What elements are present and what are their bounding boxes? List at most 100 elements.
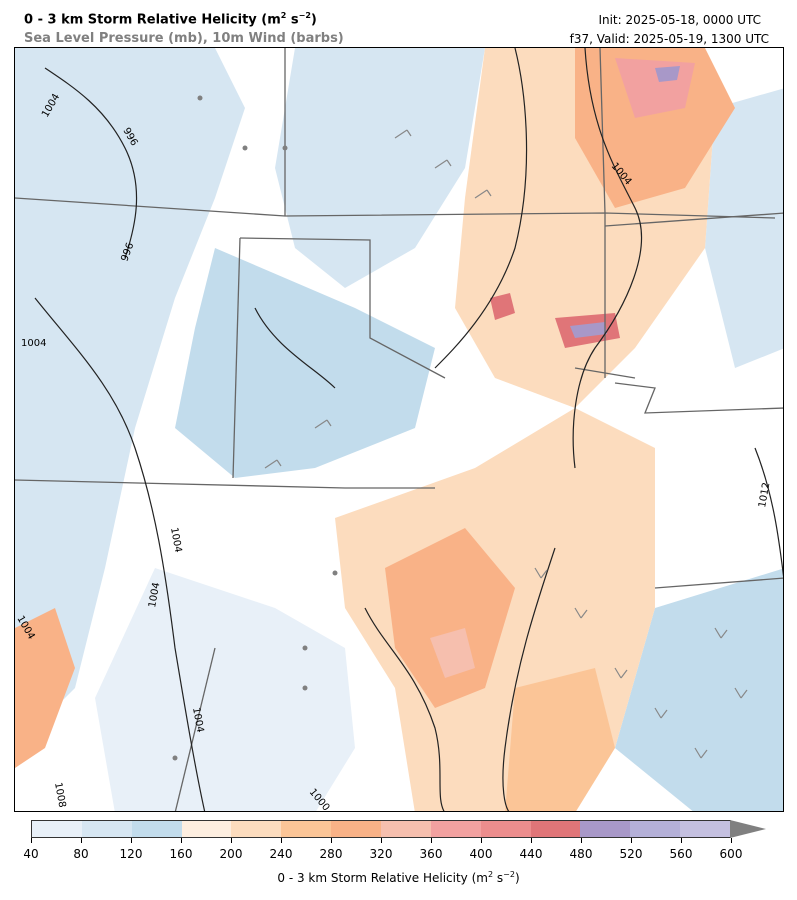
colorbar-tick-label: 480: [569, 847, 593, 861]
barb: [394, 129, 412, 139]
calm-dot: [197, 95, 203, 101]
shade-purple-ne: [655, 66, 680, 82]
shade-orange-gulf: [505, 668, 615, 811]
colorbar-segment: [81, 821, 132, 837]
shade-blue-south: [95, 568, 355, 811]
colorbar-tick-label: 360: [419, 847, 443, 861]
isobar-line: [364, 607, 445, 811]
border-segment: [599, 48, 606, 378]
isobar-label: 1004: [147, 582, 162, 609]
map-panel: 1004 996 1004 996 1004 1004 1004 1004 10…: [14, 47, 784, 812]
colorbar-tick-label: 320: [369, 847, 393, 861]
shade-purple-cell: [570, 322, 607, 338]
helicity-shading: [15, 48, 783, 811]
colorbar-tick: [81, 838, 82, 843]
isobar-line: [572, 48, 643, 469]
init-time: Init: 2025-05-18, 0000 UTC: [598, 13, 761, 27]
colorbar-tick-label: 600: [719, 847, 743, 861]
colorbar-tick: [581, 838, 582, 843]
border-segment: [654, 577, 783, 589]
colorbar-segment: [331, 821, 382, 837]
barb: [264, 459, 282, 469]
colorbar: [31, 820, 731, 838]
wind-barbs: [264, 129, 748, 759]
shade-orange-core: [385, 528, 515, 708]
calm-dot: [332, 570, 338, 576]
colorbar-tick: [681, 838, 682, 843]
calm-dot: [242, 145, 248, 151]
isobars: [34, 48, 783, 811]
colorbar-segment: [630, 821, 681, 837]
isobar-line: [434, 48, 528, 369]
border-segment: [574, 367, 636, 379]
colorbar-tick-label: 80: [73, 847, 89, 861]
colorbar-segment: [32, 821, 82, 837]
colorbar-tick-label: 120: [119, 847, 143, 861]
colorbar-tick: [431, 838, 432, 843]
colorbar-segment: [231, 821, 282, 837]
isobar-line: [44, 67, 138, 259]
colorbar-tick: [531, 838, 532, 843]
shade-red-cell-1: [490, 293, 515, 320]
isobar-label: 1012: [757, 482, 772, 509]
barb: [694, 747, 708, 759]
border-segment: [15, 197, 776, 219]
barb: [734, 687, 748, 699]
title-main: 0 - 3 km Storm Relative Helicity (m2 s−2…: [24, 11, 317, 28]
colorbar-tick: [731, 838, 732, 843]
barb: [714, 627, 728, 639]
colorbar-segment: [430, 821, 481, 837]
border-segment: [614, 382, 783, 414]
isobar-line: [754, 447, 783, 577]
colorbar-extend-arrow: [730, 820, 766, 838]
calm-markers: [172, 95, 338, 761]
barb: [654, 707, 668, 719]
isobar-labels: 1004 996 1004 996 1004 1004 1004 1004 10…: [15, 92, 772, 811]
colorbar-tick: [381, 838, 382, 843]
barb: [534, 567, 548, 579]
barb: [614, 667, 628, 679]
calm-dot: [172, 755, 178, 761]
colorbar-tick-label: 400: [469, 847, 493, 861]
colorbar-tick: [231, 838, 232, 843]
isobar-line: [502, 547, 556, 811]
colorbar-tick: [631, 838, 632, 843]
barb: [474, 189, 492, 199]
colorbar-tick-label: 240: [269, 847, 293, 861]
barb: [314, 419, 332, 429]
shade-blue-north: [275, 48, 485, 288]
calm-dot: [282, 145, 288, 151]
colorbar-segment: [181, 821, 232, 837]
border-segment: [232, 237, 241, 479]
colorbar-segment: [580, 821, 631, 837]
shade-orange-west-edge: [15, 608, 75, 768]
colorbar-tick: [281, 838, 282, 843]
colorbar-segment: [131, 821, 182, 837]
shade-red-core: [430, 628, 475, 678]
colorbar-tick-label: 440: [519, 847, 543, 861]
colorbar-tick: [331, 838, 332, 843]
colorbar-title: 0 - 3 km Storm Relative Helicity (m2 s−2…: [277, 870, 520, 885]
colorbar-segment: [480, 821, 531, 837]
colorbar-tick-label: 280: [319, 847, 343, 861]
colorbar-tick-label: 520: [619, 847, 643, 861]
isobar-line: [254, 307, 336, 389]
colorbar-tick-label: 40: [23, 847, 39, 861]
colorbar-tick-label: 160: [169, 847, 193, 861]
colorbar-segment: [530, 821, 581, 837]
isobar-line: [34, 297, 206, 811]
colorbar-tick: [131, 838, 132, 843]
title-subtitle: Sea Level Pressure (mb), 10m Wind (barbs…: [24, 31, 344, 46]
colorbar-tick: [481, 838, 482, 843]
colorbar-segment: [381, 821, 431, 837]
colorbar-tick-label: 560: [669, 847, 693, 861]
isobar-label: 1004: [190, 707, 205, 734]
calm-dot: [302, 685, 308, 691]
colorbar-tick: [181, 838, 182, 843]
border-segment: [174, 647, 216, 811]
border-segment: [604, 212, 783, 227]
colorbar-tick-label: 200: [219, 847, 243, 861]
isobar-label: 1008: [52, 782, 67, 809]
colorbar-segment: [281, 821, 332, 837]
border-segment: [239, 237, 446, 379]
